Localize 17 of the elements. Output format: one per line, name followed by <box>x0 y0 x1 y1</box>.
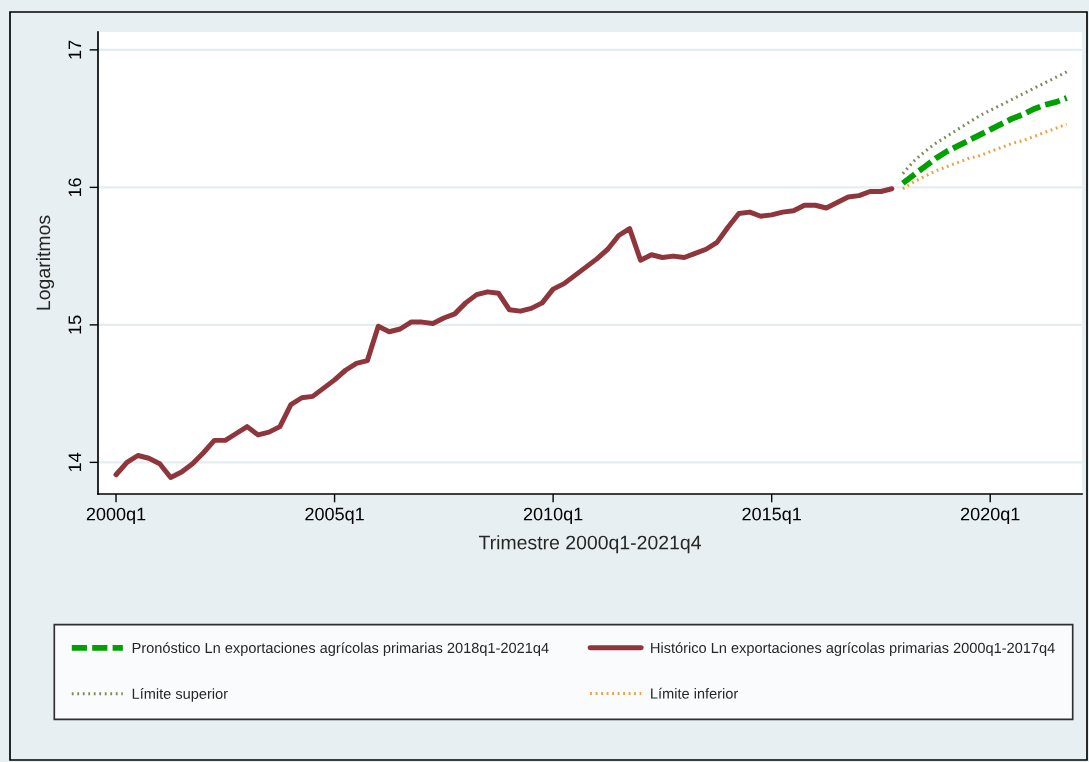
y-tick-label: 14 <box>68 452 82 472</box>
x-tick-label: 2020q1 <box>961 507 1020 525</box>
x-tick-label: 2005q1 <box>305 507 364 525</box>
y-tick-label: 16 <box>68 178 82 197</box>
legend-label: Pronóstico Ln exportaciones agrícolas primarias 2018q1-2021q4 <box>132 642 549 656</box>
y-tick-label: 15 <box>68 315 82 334</box>
y-axis-title: Logaritmos <box>35 215 55 310</box>
line-series <box>901 70 1069 176</box>
x-tick-label: 2010q1 <box>523 507 583 525</box>
y-tick-label: 17 <box>68 40 82 59</box>
legend-label: Límite superior <box>132 688 228 702</box>
x-tick-label: 2000q1 <box>86 507 146 525</box>
legend-label: Histórico Ln exportaciones agrícolas primarias 2000q1-2017q4 <box>651 642 1055 656</box>
line-series <box>901 122 1069 191</box>
legend-label: Límite inferior <box>651 687 739 699</box>
x-tick-label: 2015q1 <box>742 507 801 525</box>
x-axis-title: Trimestre 2000q1-2021q4 <box>478 535 701 554</box>
